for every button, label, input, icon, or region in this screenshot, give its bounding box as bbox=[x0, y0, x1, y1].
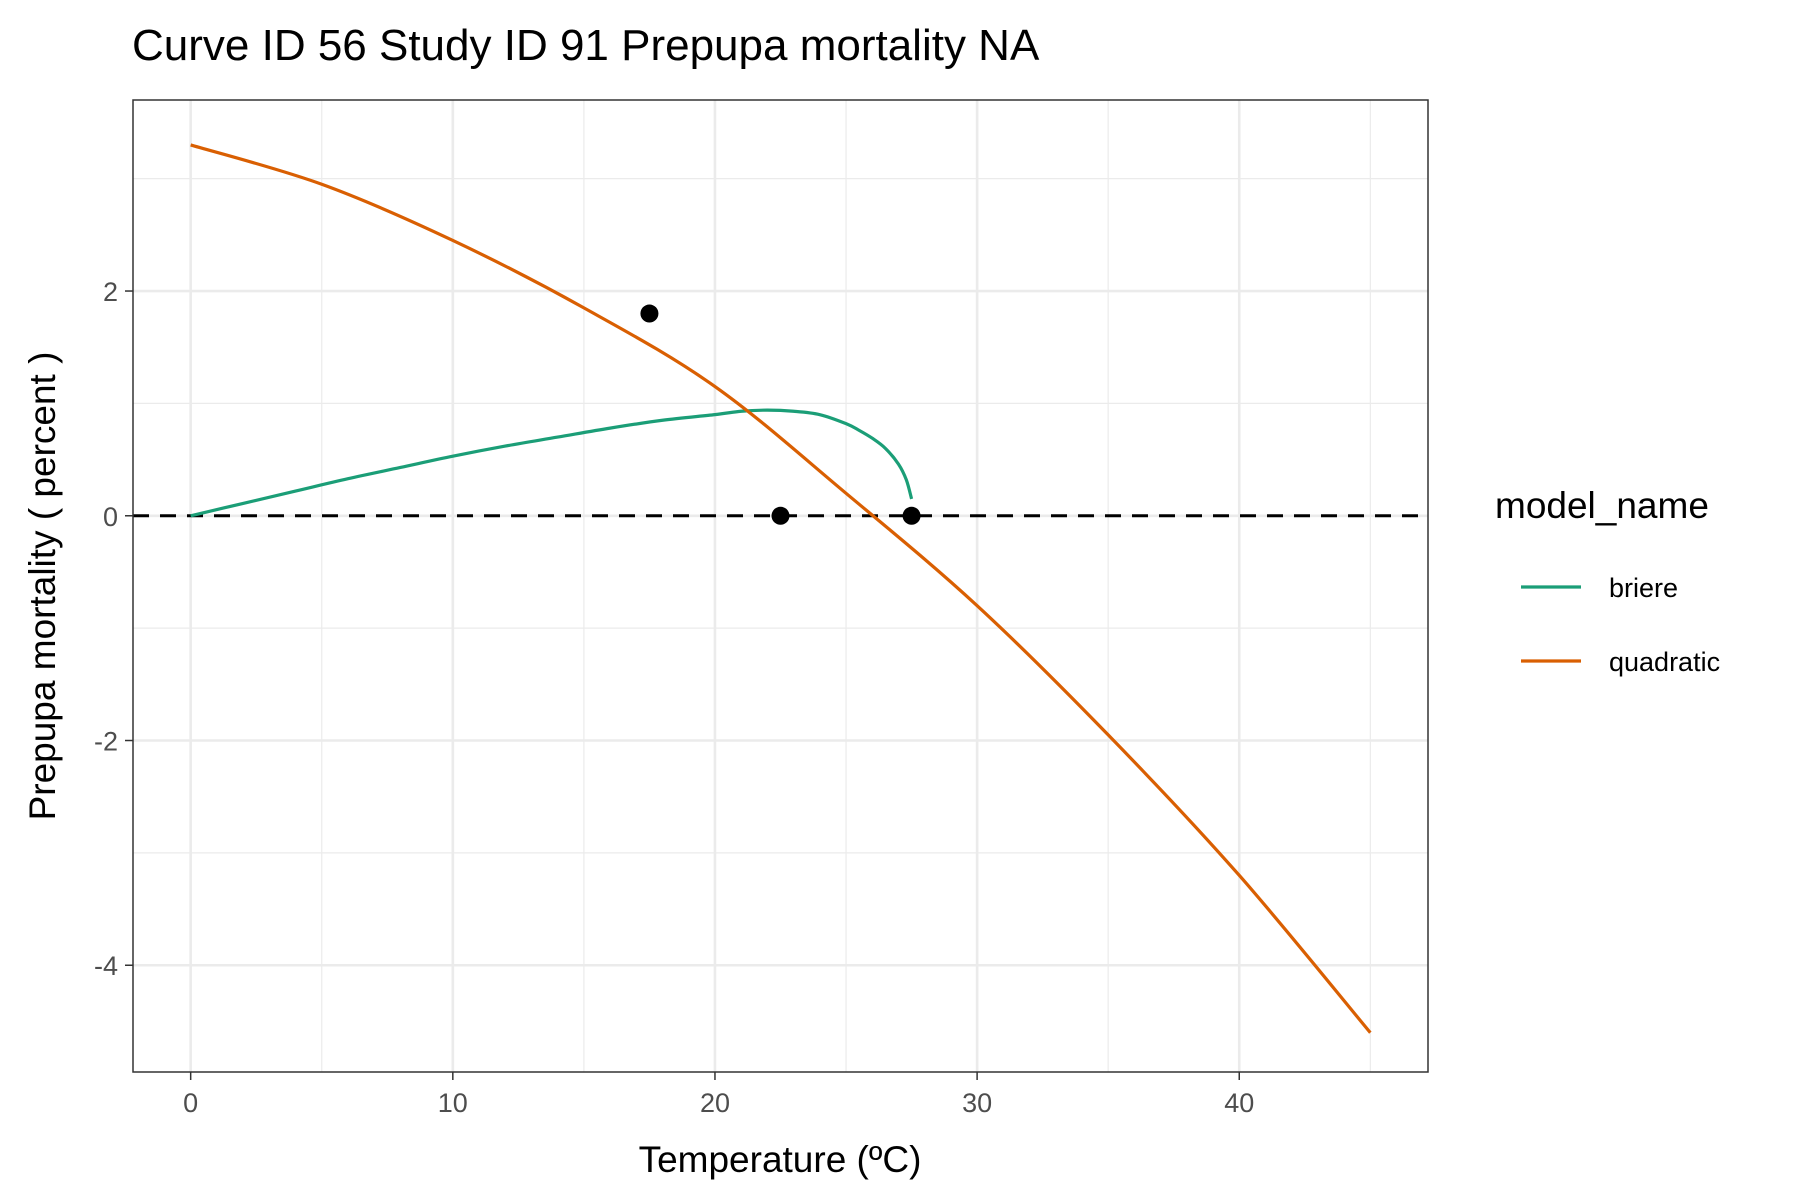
y-axis-title: Prepupa mortality ( percent ) bbox=[22, 352, 63, 821]
y-tick-label: 2 bbox=[103, 277, 118, 307]
plot-panel bbox=[133, 100, 1428, 1072]
y-tick-label: -4 bbox=[94, 951, 118, 981]
chart-title: Curve ID 56 Study ID 91 Prepupa mortalit… bbox=[132, 21, 1040, 70]
legend-label-briere: briere bbox=[1609, 573, 1678, 603]
x-tick-label: 40 bbox=[1224, 1088, 1254, 1118]
x-tick-label: 0 bbox=[183, 1088, 198, 1118]
minor-gridlines bbox=[133, 100, 1428, 1072]
series-layer bbox=[190, 143, 1372, 1034]
x-axis-title: Temperature (ºC) bbox=[639, 1139, 922, 1180]
data-point bbox=[902, 506, 921, 525]
x-tick-label: 10 bbox=[438, 1088, 468, 1118]
points-layer bbox=[640, 304, 921, 525]
series-line-quadratic bbox=[190, 143, 1372, 1034]
y-tick-label: -2 bbox=[94, 727, 118, 757]
legend-title: model_name bbox=[1495, 485, 1709, 526]
series-line-briere bbox=[190, 408, 914, 518]
y-axis: -4 -2 0 2 bbox=[94, 277, 133, 981]
plot-panel-border bbox=[132, 99, 1429, 1073]
data-point bbox=[640, 304, 659, 323]
data-point bbox=[771, 506, 790, 525]
x-axis: 0 10 20 30 40 bbox=[183, 1072, 1254, 1118]
x-tick-label: 30 bbox=[962, 1088, 992, 1118]
y-tick-label: 0 bbox=[103, 502, 118, 532]
legend: model_name briere quadratic bbox=[1495, 485, 1720, 677]
x-tick-label: 20 bbox=[700, 1088, 730, 1118]
legend-entries: briere quadratic bbox=[1521, 573, 1720, 677]
legend-label-quadratic: quadratic bbox=[1609, 647, 1720, 677]
